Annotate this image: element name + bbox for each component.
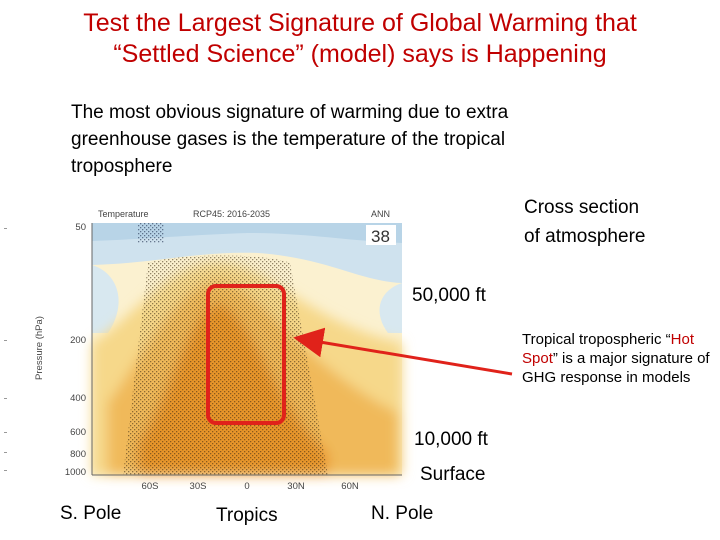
edge-tick xyxy=(4,228,7,229)
x-tick-label: 60S xyxy=(142,481,159,492)
figure-header-left: Temperature xyxy=(98,209,149,219)
cold-band-upper xyxy=(92,223,402,283)
intro-line-3: troposphere xyxy=(71,156,173,177)
y-tick-label: 1000 xyxy=(65,467,86,478)
altitude-50000-label: 50,000 ft xyxy=(412,285,486,306)
edge-tick xyxy=(4,340,7,341)
edge-tick xyxy=(4,470,7,471)
y-tick-label: 400 xyxy=(70,393,86,404)
y-tick-label: 50 xyxy=(75,222,86,233)
edge-tick xyxy=(4,452,7,453)
cross-section-line-1: Cross section xyxy=(524,197,640,218)
intro-line-1: The most obvious signature of warming du… xyxy=(71,102,509,123)
cold-band-core xyxy=(92,223,402,243)
y-tick-label: 800 xyxy=(70,449,86,460)
figure-header-mid: RCP45: 2016-2035 xyxy=(193,209,270,219)
intro-text: The most obvious signature of warming du… xyxy=(71,99,631,180)
hot-spot-highlight-text: Hot Spot xyxy=(522,331,695,367)
cold-stipple xyxy=(138,223,164,243)
hot-spot-highlight-box xyxy=(206,284,286,425)
south-pole-label: S. Pole xyxy=(60,503,122,524)
hot-spot-note-part2: ” is a major signature of GHG response i… xyxy=(522,350,710,386)
cold-tongue-right xyxy=(379,283,402,333)
edge-tick xyxy=(4,398,7,399)
surface-label: Surface xyxy=(420,464,486,485)
significance-stipple xyxy=(123,255,328,475)
y-tick-label: 600 xyxy=(70,427,86,438)
x-tick-label: 0 xyxy=(244,481,249,492)
intro-line-2: greenhouse gases is the temperature of t… xyxy=(71,129,506,150)
slide-title: Test the Largest Signature of Global War… xyxy=(0,8,720,70)
atmosphere-cross-section-figure: Temperature RCP45: 2016-2035 ANN 38 50 2… xyxy=(34,209,402,492)
tropics-label: Tropics xyxy=(216,505,278,526)
x-tick-label: 30N xyxy=(287,481,305,492)
x-tick-label: 60N xyxy=(341,481,359,492)
x-tick-label: 30S xyxy=(190,481,207,492)
north-pole-label: N. Pole xyxy=(371,503,434,524)
hot-spot-note-part1: Tropical tropospheric “ xyxy=(522,331,671,348)
cold-tongue-left xyxy=(92,265,119,333)
figure-header-right: ANN xyxy=(371,209,390,219)
title-line-1: Test the Largest Signature of Global War… xyxy=(83,9,637,37)
badge-value: 38 xyxy=(371,227,390,246)
altitude-10000-label: 10,000 ft xyxy=(414,429,488,450)
badge-bg xyxy=(366,225,396,245)
cross-section-label: Cross section of atmosphere xyxy=(524,193,645,251)
y-axis-title: Pressure (hPa) xyxy=(34,316,45,380)
edge-tick xyxy=(4,432,7,433)
title-line-2: “Settled Science” (model) says is Happen… xyxy=(113,40,607,68)
cross-section-line-2: of atmosphere xyxy=(524,226,646,247)
hot-spot-note: Tropical tropospheric “Hot Spot” is a ma… xyxy=(522,330,712,387)
hot-spot-arrow xyxy=(293,327,513,376)
y-tick-label: 200 xyxy=(70,335,86,346)
